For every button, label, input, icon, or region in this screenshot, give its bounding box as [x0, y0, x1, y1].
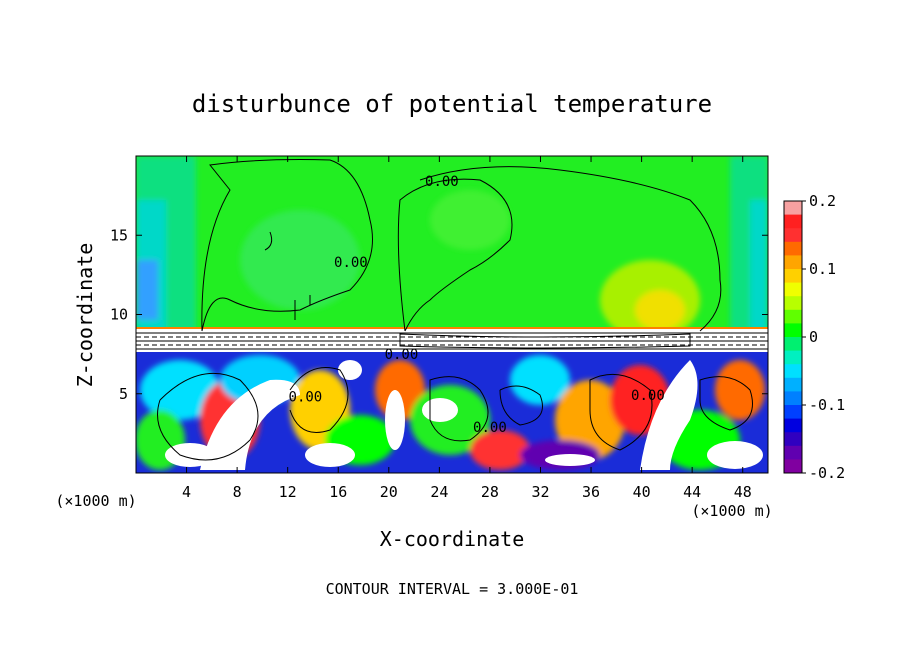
x-axis: 4 8 12 16 20 24 28 32 36 40 44 48 — [182, 156, 752, 501]
x-tick-label: 4 — [182, 483, 191, 501]
colorbar-segment — [784, 323, 802, 338]
colorbar-segment — [784, 241, 802, 256]
y-tick-label: 15 — [110, 226, 128, 244]
colorbar-tick-label: 0.2 — [809, 192, 836, 210]
colorbar-tick-label: -0.2 — [809, 464, 845, 482]
colorbar-segment — [784, 269, 802, 284]
contour-label: 0.00 — [289, 390, 323, 406]
x-unit-right: (×1000 m) — [691, 502, 772, 520]
upper-field-patches — [136, 156, 768, 340]
x-tick-label: 8 — [233, 483, 242, 501]
tropopause-lines — [136, 332, 768, 350]
x-unit-left: (×1000 m) — [55, 492, 136, 510]
x-tick-label: 20 — [380, 483, 398, 501]
colorbar-segment — [784, 405, 802, 420]
colorbar-segment — [784, 459, 802, 474]
colorbar-segment — [784, 296, 802, 311]
x-tick-label: 36 — [582, 483, 600, 501]
colorbar-tick-label: 0 — [809, 328, 818, 346]
colorbar-segment — [784, 432, 802, 447]
contour-lines — [157, 159, 753, 461]
contour-interval-label: CONTOUR INTERVAL = 3.000E-01 — [326, 580, 579, 598]
white-patches — [165, 360, 763, 470]
colorbar-segment — [784, 364, 802, 379]
contour-label: 0.00 — [425, 174, 459, 190]
x-tick-label: 12 — [279, 483, 297, 501]
colorbar-segment — [784, 214, 802, 229]
x-tick-label: 44 — [683, 483, 701, 501]
colorbar-segment — [784, 377, 802, 392]
x-tick-label: 16 — [329, 483, 347, 501]
colorbar-segment — [784, 282, 802, 297]
chart-title: disturbunce of potential temperature — [192, 90, 712, 118]
y-axis: 5 10 15 — [110, 226, 768, 403]
colorbar-segment — [784, 418, 802, 433]
x-tick-label: 28 — [481, 483, 499, 501]
x-tick-label: 48 — [734, 483, 752, 501]
colorbar-labels: 0.2 0.1 0 -0.1 -0.2 — [802, 192, 845, 482]
contour-labels: 0.00 0.00 0.00 0.00 0.00 0.00 — [289, 174, 665, 436]
colorbar-segment — [784, 255, 802, 270]
colorbar-segment — [784, 391, 802, 406]
x-tick-label: 24 — [430, 483, 448, 501]
plot-area — [136, 156, 768, 473]
contour-label: 0.00 — [385, 347, 419, 363]
colorbar-segment — [784, 350, 802, 365]
colorbar-segment — [784, 228, 802, 243]
y-axis-label: Z-coordinate — [73, 243, 97, 388]
y-tick-label: 10 — [110, 306, 128, 324]
x-tick-label: 32 — [531, 483, 549, 501]
x-axis-label: X-coordinate — [380, 527, 525, 551]
colorbar-tick-label: 0.1 — [809, 260, 836, 278]
colorbar-segment — [784, 309, 802, 324]
colorbar-segment — [784, 337, 802, 352]
colorbar-segment — [784, 445, 802, 460]
contour-label: 0.00 — [334, 255, 368, 271]
y-tick-label: 5 — [119, 385, 128, 403]
contour-label: 0.00 — [473, 420, 507, 436]
colorbar-tick-label: -0.1 — [809, 396, 845, 414]
tropopause-band — [136, 328, 768, 352]
contour-label: 0.00 — [631, 388, 665, 404]
x-tick-label: 40 — [633, 483, 651, 501]
colorbar-segment — [784, 201, 802, 216]
colorbar — [784, 201, 802, 474]
